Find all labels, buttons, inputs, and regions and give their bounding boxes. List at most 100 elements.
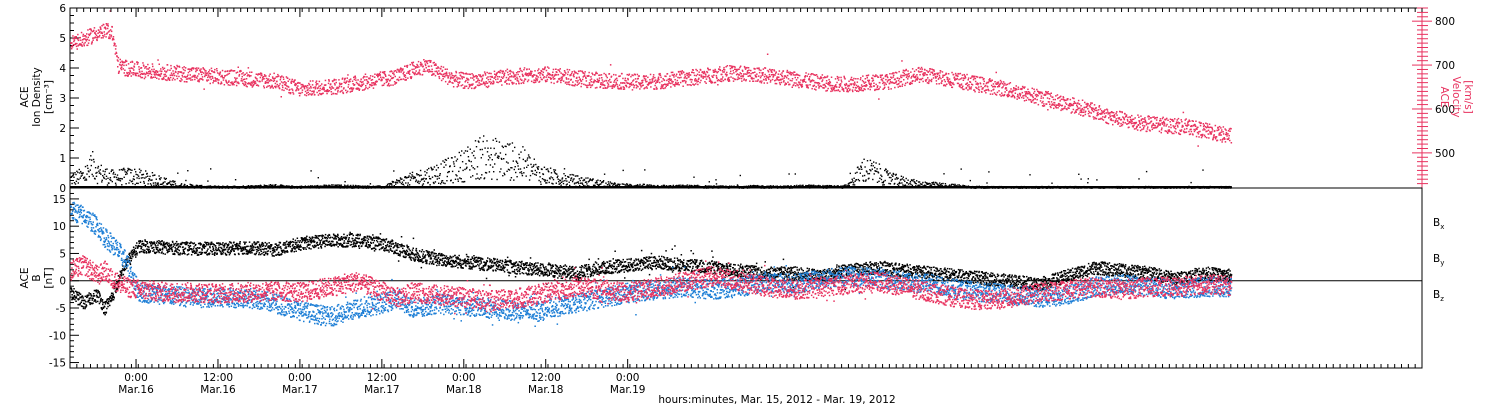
density-point	[107, 177, 109, 179]
density-point	[187, 170, 189, 172]
density-point	[830, 185, 833, 187]
density-point	[438, 177, 440, 179]
density-point	[170, 185, 172, 187]
density-point	[148, 178, 151, 180]
density-point	[611, 182, 613, 184]
density-point	[190, 184, 193, 186]
density-point	[76, 170, 78, 172]
density-point	[456, 175, 458, 177]
density-point	[368, 185, 370, 187]
density-point	[853, 177, 855, 179]
density-point	[131, 169, 133, 171]
density-point	[465, 163, 467, 165]
velocity-tick-label: 800	[1435, 16, 1455, 28]
density-point	[139, 181, 142, 183]
density-point	[532, 165, 535, 168]
density-point	[776, 185, 778, 187]
density-point	[662, 185, 664, 187]
density-point	[164, 181, 166, 183]
density-point	[121, 184, 123, 186]
density-point	[959, 185, 961, 187]
density-point	[905, 177, 907, 180]
density-point	[213, 185, 216, 187]
density-point	[576, 181, 579, 184]
density-point	[140, 169, 142, 172]
density-point	[612, 185, 614, 187]
density-point	[949, 184, 951, 186]
density-point	[399, 177, 402, 179]
density-point	[634, 185, 636, 187]
density-point	[894, 182, 896, 185]
density-tick-label: 0	[59, 183, 66, 195]
density-point	[366, 185, 369, 187]
density-point	[833, 185, 836, 187]
density-point	[287, 185, 289, 187]
density-point	[881, 181, 883, 184]
density-point	[579, 185, 581, 187]
density-point	[405, 182, 407, 184]
density-point	[528, 179, 531, 181]
density-point	[128, 182, 130, 184]
density-point	[859, 168, 861, 170]
density-point	[475, 146, 478, 148]
density-point	[903, 179, 905, 181]
density-point	[437, 175, 439, 178]
density-point	[609, 184, 611, 187]
density-point	[417, 180, 419, 182]
density-point	[580, 182, 582, 184]
density-point	[71, 175, 73, 178]
density-point	[642, 185, 644, 187]
density-point	[906, 182, 908, 184]
density-point	[544, 179, 546, 181]
density-point	[81, 174, 83, 176]
density-point	[543, 166, 546, 168]
density-point	[596, 181, 598, 183]
density-point	[693, 176, 695, 178]
density-point	[500, 157, 503, 160]
density-point	[87, 167, 89, 169]
density-point	[393, 170, 395, 172]
density-point	[891, 174, 893, 176]
density-point	[926, 183, 928, 185]
density-point	[568, 176, 570, 178]
density-point	[874, 170, 877, 172]
density-point	[445, 159, 448, 161]
density-point	[940, 183, 943, 185]
density-point	[210, 168, 212, 170]
density-point	[888, 176, 891, 179]
density-point	[435, 169, 438, 171]
density-point	[100, 164, 102, 167]
density-point	[494, 154, 496, 156]
density-tick-label: 6	[59, 3, 66, 15]
density-point	[755, 185, 758, 187]
density-point	[388, 185, 391, 187]
density-point	[519, 171, 521, 174]
density-point	[160, 177, 162, 179]
density-point	[518, 157, 521, 159]
density-point	[589, 179, 591, 181]
density-point	[861, 168, 863, 170]
density-point	[460, 178, 462, 180]
density-point	[864, 180, 867, 182]
density-point	[271, 184, 273, 187]
density-point	[137, 182, 139, 185]
density-point	[644, 169, 646, 171]
density-point	[424, 170, 426, 173]
density-point	[563, 173, 565, 175]
density-point	[532, 172, 534, 175]
density-point	[520, 151, 522, 153]
density-point	[92, 151, 94, 153]
density-point	[413, 177, 415, 179]
density-point	[962, 184, 964, 187]
density-point	[514, 166, 516, 168]
density-point	[136, 182, 138, 184]
density-point	[552, 183, 554, 185]
density-point	[892, 172, 894, 175]
density-point	[507, 162, 509, 164]
density-point	[902, 176, 904, 178]
density-point	[403, 179, 405, 182]
density-point	[772, 185, 774, 187]
density-point	[546, 182, 548, 184]
density-point	[172, 180, 174, 182]
density-point	[134, 183, 136, 186]
